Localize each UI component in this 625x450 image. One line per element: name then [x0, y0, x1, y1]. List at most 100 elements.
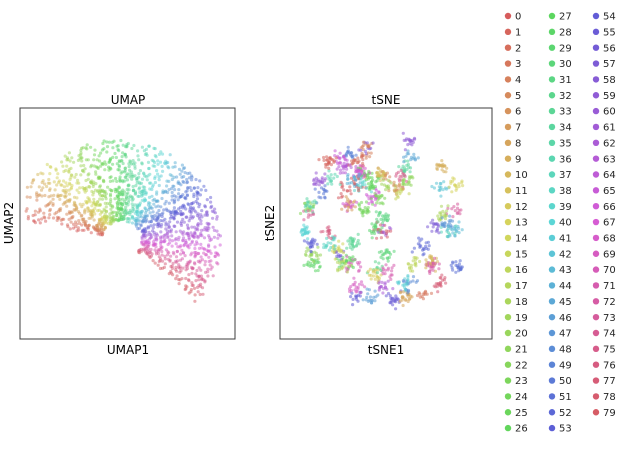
tsne-point [340, 266, 344, 270]
umap-point [62, 185, 66, 189]
umap-point [166, 250, 170, 254]
legend-marker [592, 28, 600, 36]
tsne-point [338, 171, 342, 175]
umap-point [139, 181, 144, 185]
tsne-point [358, 181, 362, 185]
legend-marker [504, 123, 512, 131]
umap-point [114, 155, 118, 160]
umap-point [97, 176, 102, 180]
legend-marker [548, 329, 556, 337]
umap-point [166, 165, 170, 169]
umap-point [53, 212, 57, 216]
tsne-point [348, 189, 352, 193]
umap-point [209, 200, 213, 204]
tsne-point [370, 182, 374, 186]
tsne-point [349, 151, 353, 155]
tsne-point [444, 187, 449, 191]
legend-marker [504, 107, 512, 115]
tsne-point [384, 229, 388, 233]
umap-point [199, 255, 203, 259]
legend-label: 60 [603, 107, 616, 118]
umap-point [101, 217, 105, 221]
tsne-point [446, 204, 450, 208]
tsne-point [361, 140, 366, 144]
umap-point [203, 259, 207, 264]
tsne-point [450, 266, 454, 270]
umap-point [80, 223, 84, 227]
umap-point [25, 185, 29, 189]
tsne-point [361, 214, 365, 218]
umap-point [140, 189, 144, 193]
tsne-point [401, 131, 405, 135]
tsne-point [387, 250, 391, 255]
tsne-point [357, 268, 361, 272]
umap-point [122, 208, 126, 212]
tsne-point [411, 275, 416, 279]
tsne-point [403, 168, 407, 172]
tsne-point [365, 287, 369, 291]
legend-label: 14 [515, 234, 528, 245]
tsne-point [348, 245, 352, 250]
umap-point [102, 147, 106, 151]
umap-point [127, 162, 131, 166]
legend-label: 75 [603, 344, 616, 355]
umap-point [187, 176, 192, 180]
tsne-point [360, 154, 364, 158]
umap-point [76, 226, 80, 230]
tsne-point [353, 258, 357, 262]
umap-point [171, 273, 175, 277]
umap-point [97, 208, 101, 212]
umap-point [132, 188, 136, 192]
tsne-point [350, 154, 354, 158]
umap-point [67, 210, 71, 214]
umap-point [39, 188, 44, 192]
tsne-point [359, 280, 364, 284]
umap-point [109, 200, 113, 204]
tsne-point [381, 291, 385, 295]
umap-point [176, 181, 180, 185]
umap-point [160, 196, 164, 201]
umap-point [131, 204, 135, 209]
umap-point [215, 229, 219, 233]
tsne-point [327, 169, 331, 173]
umap-point [172, 252, 176, 256]
tsne-point [304, 203, 308, 207]
tsne-point [305, 246, 309, 250]
umap-point [89, 231, 93, 235]
umap-point [61, 179, 66, 183]
umap-point [101, 141, 105, 146]
tsne-point [377, 250, 381, 254]
tsne-point [364, 156, 368, 160]
umap-point [61, 202, 65, 206]
umap-point [193, 293, 197, 297]
umap-point [170, 215, 174, 219]
tsne-point [437, 262, 441, 266]
tsne-point [322, 158, 326, 162]
umap-point [138, 169, 142, 173]
tsne-point [437, 267, 441, 271]
tsne-point [327, 166, 331, 170]
umap-point [206, 267, 210, 271]
umap-point [125, 192, 129, 196]
umap-point [179, 213, 183, 217]
umap-point [202, 236, 207, 240]
umap-point [82, 217, 86, 221]
umap-point [182, 175, 186, 179]
legend-marker [548, 282, 556, 289]
umap-point [143, 188, 147, 192]
legend-marker [592, 139, 600, 146]
umap-point [96, 226, 100, 230]
tsne-point [402, 177, 406, 181]
tsne-point [384, 177, 388, 181]
umap-point [159, 205, 163, 209]
tsne-point [432, 256, 437, 260]
tsne-point [407, 182, 411, 186]
umap-point [187, 291, 191, 295]
umap-point [125, 178, 130, 182]
umap-point [79, 214, 83, 218]
umap-point [144, 245, 148, 249]
tsne-point [422, 292, 426, 296]
legend-label: 38 [559, 186, 572, 197]
umap-point [153, 248, 157, 252]
umap-point [186, 278, 191, 282]
